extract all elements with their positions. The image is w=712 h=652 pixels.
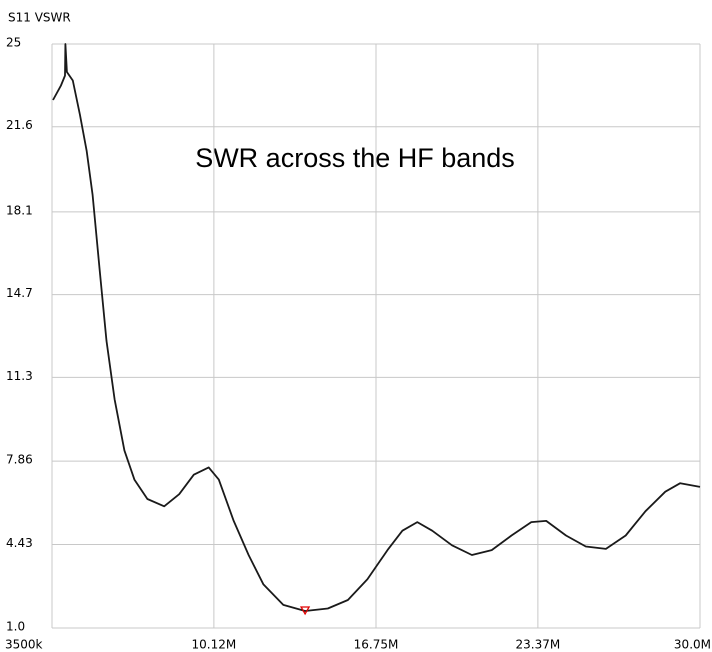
- y-tick-label: 7.86: [6, 453, 33, 467]
- y-tick-label: 14.7: [6, 286, 33, 300]
- y-axis-label: S11 VSWR: [8, 11, 71, 25]
- marker: [299, 606, 311, 616]
- annotation: SWR across the HF bands: [195, 143, 515, 173]
- y-tick-label: 18.1: [6, 203, 33, 217]
- x-tick-label: 23.37M: [516, 638, 561, 652]
- x-tick-label: 3500k: [5, 638, 43, 652]
- x-tick-label: 10.12M: [192, 638, 237, 652]
- vswr-line: [52, 43, 701, 612]
- y-tick-label: 1.0: [6, 620, 25, 634]
- y-tick-label: 25: [6, 36, 21, 50]
- y-tick-label: 21.6: [6, 118, 33, 132]
- x-tick-label: 30.0M: [674, 638, 711, 652]
- y-tick-label: 4.43: [6, 536, 33, 550]
- x-tick-label: 16.75M: [354, 638, 399, 652]
- y-tick-label: 11.3: [6, 369, 33, 383]
